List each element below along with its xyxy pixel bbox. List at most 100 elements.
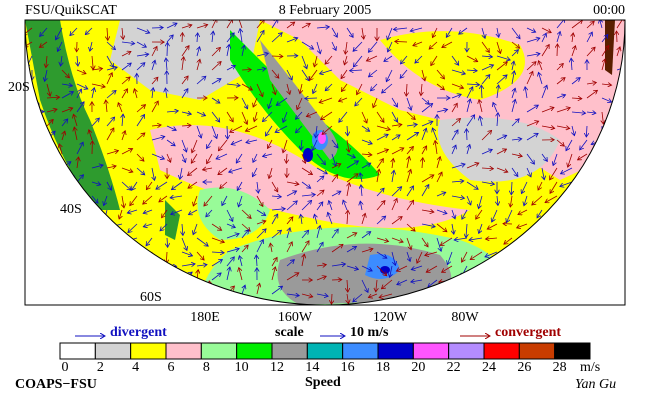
wind-arrow — [353, 293, 363, 302]
wind-arrow — [331, 174, 338, 183]
wind-arrow — [442, 265, 453, 272]
wind-arrow — [347, 139, 349, 152]
wind-arrow — [241, 209, 251, 218]
wind-arrow — [275, 125, 288, 132]
wind-arrow — [170, 196, 183, 198]
wind-arrow — [616, 31, 617, 43]
wind-arrow — [136, 27, 150, 33]
wind-arrow — [206, 209, 213, 217]
wind-arrow — [406, 97, 411, 110]
wind-arrow — [511, 181, 512, 195]
wind-arrow — [476, 209, 483, 219]
wind-arrow — [343, 200, 348, 211]
wind-arrow — [286, 182, 299, 184]
wind-arrow — [462, 251, 468, 262]
wind-arrow — [77, 157, 79, 169]
globe-edge — [24, 19, 626, 306]
wind-arrow — [257, 283, 260, 295]
wind-arrow — [526, 27, 536, 32]
wind-arrow — [391, 251, 395, 265]
wind-arrow — [526, 153, 534, 164]
wind-arrow — [203, 168, 213, 170]
wind-arrow — [241, 111, 247, 124]
wind-arrow — [452, 223, 454, 234]
wind-arrow — [346, 233, 357, 239]
wind-arrow — [239, 256, 242, 267]
wind-arrow — [91, 68, 103, 70]
wind-arrow — [436, 109, 448, 112]
wind-arrow — [376, 237, 389, 242]
wind-arrow — [252, 167, 258, 177]
wind-arrow — [61, 69, 69, 78]
wind-arrow — [121, 42, 135, 44]
wind-arrow — [496, 135, 507, 141]
wind-arrow — [406, 223, 415, 231]
wind-arrow — [301, 200, 312, 211]
colorbar-unit: m/s — [580, 360, 600, 375]
wind-arrow — [376, 111, 384, 122]
color-box — [306, 342, 344, 360]
wind-arrow — [541, 33, 546, 43]
wind-arrow — [462, 209, 468, 219]
wind-arrow — [406, 132, 419, 141]
color-box — [271, 342, 308, 360]
wind-arrow — [301, 194, 315, 196]
wind-arrow — [346, 27, 353, 37]
wind-arrow — [376, 216, 386, 225]
colorbar-tick-label: 12 — [270, 360, 284, 375]
wind-arrow — [286, 273, 299, 281]
wind-arrow — [207, 139, 213, 149]
wind-arrow — [143, 224, 153, 227]
wind-arrow — [406, 124, 417, 126]
wind-arrow — [451, 181, 464, 182]
colorbar-tick-label: 18 — [376, 360, 390, 375]
wind-arrow — [601, 34, 608, 43]
wind-arrow — [90, 41, 92, 51]
wind-arrow — [171, 209, 183, 214]
wind-arrow — [226, 209, 233, 221]
wind-arrow — [300, 83, 302, 94]
wind-arrow — [211, 47, 220, 57]
wind-arrow — [262, 111, 273, 122]
wind-arrow — [493, 103, 498, 113]
wind-arrow — [286, 217, 293, 225]
wind-arrow — [61, 55, 62, 66]
wind-arrow — [197, 33, 198, 43]
wind-arrow — [421, 104, 433, 113]
wind-arrow — [432, 27, 438, 38]
wind-arrow — [556, 31, 560, 43]
wind-arrow — [218, 167, 228, 175]
wind-arrow — [246, 140, 258, 143]
wind-arrow — [331, 229, 338, 239]
wind-arrow — [436, 223, 447, 232]
lat-label: 60S — [140, 290, 162, 305]
wind-arrow — [211, 79, 221, 85]
wind-arrow — [511, 41, 520, 48]
wind-arrow — [122, 114, 123, 127]
wind-arrow — [204, 195, 213, 206]
wind-arrow — [492, 209, 498, 222]
wind-arrow — [312, 139, 318, 150]
wind-arrow — [283, 139, 288, 153]
wind-arrow — [136, 105, 145, 113]
wind-arrow — [532, 195, 543, 205]
colorbar-tick-label: 14 — [305, 360, 319, 375]
wind-arrow — [231, 139, 243, 145]
wind-arrow — [271, 83, 276, 95]
wind-arrow — [309, 69, 318, 80]
wind-arrow — [211, 273, 221, 281]
wind-arrow — [181, 76, 188, 85]
wind-arrow — [586, 82, 596, 84]
wind-arrow — [286, 242, 292, 253]
wind-arrow — [270, 243, 272, 253]
color-box — [342, 342, 379, 360]
wind-arrow — [188, 181, 198, 188]
color-box — [236, 342, 273, 360]
wind-arrow — [397, 279, 408, 285]
wind-arrow — [601, 45, 609, 57]
wind-arrow — [271, 209, 285, 210]
wind-arrow — [381, 279, 393, 289]
wind-arrow — [316, 176, 324, 183]
wind-arrow — [373, 97, 378, 108]
wind-arrow — [328, 212, 333, 225]
